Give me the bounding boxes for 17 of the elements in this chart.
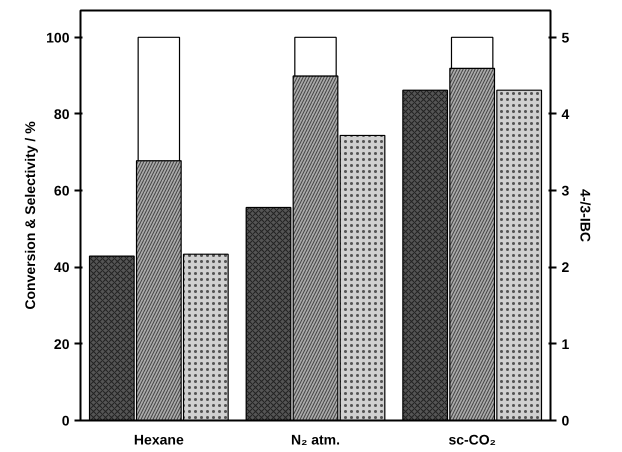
y-axis-title: Conversion & Selectivity / % [22, 120, 38, 310]
x-tick-label: Hexane [134, 432, 184, 448]
y2-tick-label: 0 [562, 412, 570, 428]
y2-tick-label: 3 [562, 182, 570, 199]
y-tick-label: 0 [62, 412, 70, 428]
y-tick-label: 20 [54, 336, 70, 352]
y2-axis-title: 4-/3-IBC [577, 189, 594, 242]
x-tick-label: N₂ atm. [290, 432, 340, 448]
y-tick-label: 100 [46, 29, 70, 46]
x-tick-label: sc-CO₂ [448, 432, 496, 448]
y-tick-label: 40 [54, 259, 70, 276]
y2-tick-label: 1 [562, 336, 570, 352]
y-tick-label: 60 [54, 182, 70, 199]
y-tick-label: 80 [54, 106, 70, 122]
y2-tick-label: 5 [562, 29, 570, 46]
y2-tick-label: 2 [562, 259, 570, 276]
y2-tick-label: 4 [562, 106, 570, 122]
